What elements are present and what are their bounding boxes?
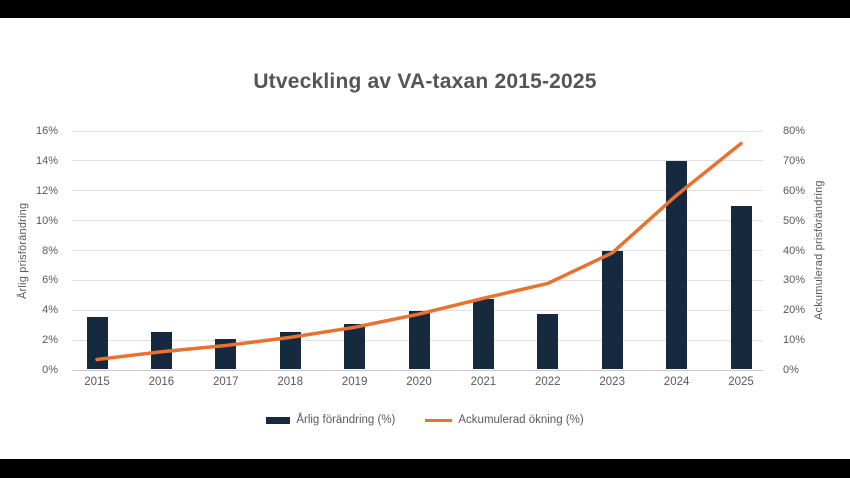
x-axis-label: 2016 bbox=[148, 376, 175, 388]
right-axis-tick: 60% bbox=[783, 184, 806, 197]
right-axis-tick: 40% bbox=[783, 244, 806, 257]
left-axis-tick: 0% bbox=[42, 364, 58, 376]
left-axis-tick: 2% bbox=[42, 334, 58, 347]
legend: Årlig förändring (%) Ackumulerad ökning … bbox=[0, 414, 850, 426]
legend-label-accumulated: Ackumulerad ökning (%) bbox=[458, 414, 584, 426]
gridline bbox=[72, 160, 763, 162]
right-axis-tick: 80% bbox=[783, 125, 806, 137]
x-axis-label: 2019 bbox=[341, 376, 368, 388]
legend-item-annual: Årlig förändring (%) bbox=[266, 414, 395, 426]
plot-area: 0% 0% 2% 10% 4% 20% 6% 30% 8% 40% 10% 50% 12% 60% 14% 7… bbox=[36, 125, 805, 388]
left-axis-tick: 6% bbox=[42, 274, 58, 287]
accumulated-increase-line bbox=[95, 141, 743, 362]
left-axis-tick: 8% bbox=[42, 244, 58, 257]
bar-2018 bbox=[279, 331, 301, 369]
gridline bbox=[72, 279, 763, 281]
bar-2015 bbox=[86, 316, 108, 369]
gridline bbox=[72, 220, 763, 222]
gridline bbox=[72, 250, 763, 251]
right-axis-tick: 10% bbox=[783, 334, 806, 347]
x-axis-label: 2021 bbox=[470, 376, 497, 388]
left-axis-tick: 10% bbox=[35, 214, 58, 227]
bar-2023 bbox=[601, 251, 623, 369]
chart-canvas: Utveckling av VA-taxan 2015-2025 Årlig p… bbox=[0, 18, 850, 459]
x-axis-label: 2025 bbox=[728, 376, 754, 388]
left-axis-tick: 14% bbox=[35, 154, 58, 167]
gridline bbox=[72, 309, 763, 311]
right-axis-tick: 0% bbox=[783, 364, 799, 376]
x-axis-label: 2018 bbox=[277, 376, 303, 388]
left-axis-tick: 4% bbox=[42, 304, 58, 317]
bar-2020 bbox=[408, 310, 430, 369]
x-axis-label: 2015 bbox=[84, 376, 110, 388]
bar-2022 bbox=[537, 313, 559, 369]
legend-label-annual: Årlig förändring (%) bbox=[296, 414, 396, 426]
left-axis-tick: 16% bbox=[35, 125, 58, 137]
right-axis-tick: 20% bbox=[783, 304, 806, 317]
left-axis-tick: 12% bbox=[35, 184, 58, 197]
right-axis-tick: 30% bbox=[783, 274, 806, 287]
bar-2024 bbox=[666, 161, 688, 369]
x-axis-label: 2020 bbox=[406, 376, 432, 388]
bar-2019 bbox=[344, 324, 366, 369]
bar-series-swatch-icon bbox=[266, 416, 291, 424]
x-axis-label: 2022 bbox=[535, 376, 561, 388]
gridline bbox=[72, 130, 763, 132]
x-axis-label: 2024 bbox=[663, 376, 690, 388]
bar-2021 bbox=[472, 298, 494, 369]
bar-2025 bbox=[730, 206, 752, 369]
gridline bbox=[72, 190, 763, 192]
line-series-swatch-icon bbox=[425, 418, 453, 422]
legend-item-accumulated: Ackumulerad ökning (%) bbox=[425, 414, 584, 426]
x-axis-label: 2023 bbox=[599, 376, 625, 388]
x-axis-line bbox=[72, 369, 763, 371]
x-axis-label: 2017 bbox=[213, 376, 239, 388]
right-axis-tick: 50% bbox=[783, 214, 806, 227]
chart-title: Utveckling av VA-taxan 2015-2025 bbox=[253, 70, 597, 93]
right-axis-tick: 70% bbox=[783, 154, 806, 167]
